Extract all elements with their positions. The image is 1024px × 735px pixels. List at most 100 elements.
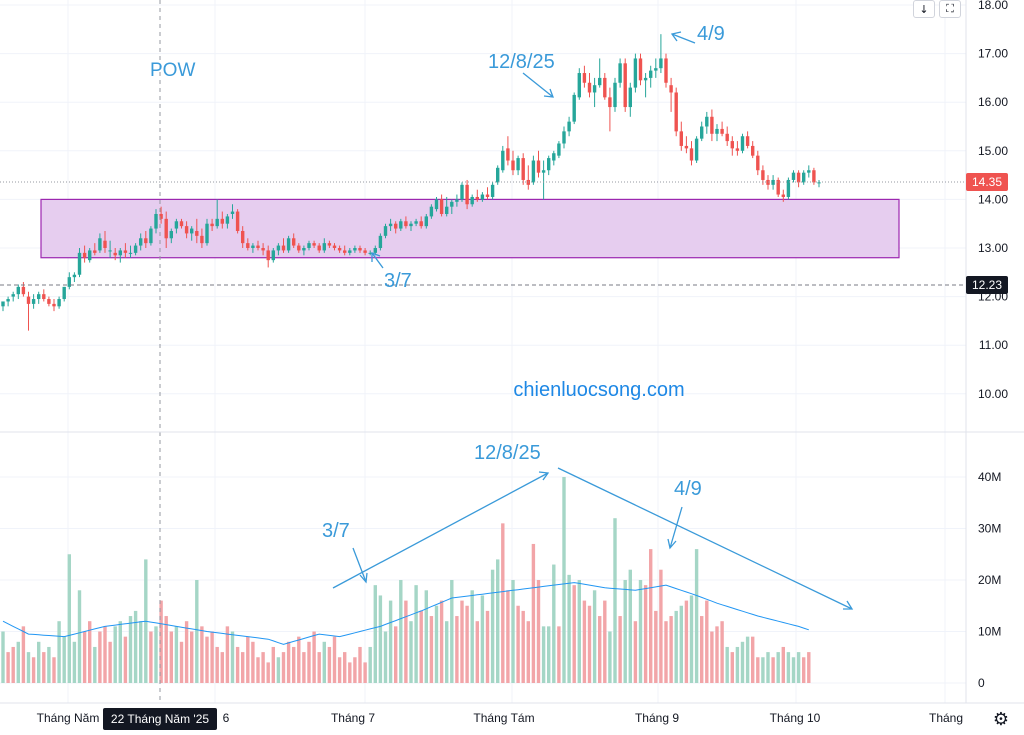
volume-bar — [388, 600, 393, 683]
candle — [643, 73, 648, 98]
symbol-label: POW — [150, 60, 195, 81]
candle-body — [337, 248, 342, 251]
candle — [230, 204, 235, 219]
candle — [598, 58, 602, 88]
candle — [292, 233, 296, 248]
volume-bar — [210, 631, 214, 683]
candle-body — [388, 223, 393, 227]
candle-body — [62, 286, 66, 300]
candle — [322, 238, 326, 253]
volume-bar — [684, 600, 689, 683]
candle-body — [159, 213, 163, 219]
candle — [735, 141, 740, 156]
candle — [536, 150, 541, 178]
candle — [771, 175, 775, 190]
candle — [587, 73, 592, 98]
candle — [72, 272, 77, 283]
candle — [552, 150, 556, 166]
volume-bar — [715, 626, 719, 683]
volume-bar — [751, 636, 755, 683]
volume-bar — [414, 585, 418, 683]
download-icon[interactable]: ↓ — [913, 0, 935, 18]
candle — [541, 160, 546, 200]
candle-body — [470, 196, 474, 205]
volume-bar — [363, 662, 367, 683]
candle — [628, 82, 632, 117]
volume-bar — [577, 580, 581, 683]
candle-body — [11, 294, 15, 297]
candle — [547, 155, 551, 176]
candle-body — [246, 243, 250, 248]
fullscreen-icon[interactable]: ⛶ — [939, 0, 961, 18]
candle — [42, 289, 46, 302]
candle — [149, 226, 153, 246]
candle-body — [694, 138, 699, 161]
price-tick-label: 18.00 — [978, 0, 1008, 12]
candle — [618, 58, 622, 88]
candle-body — [72, 274, 77, 278]
annotation-arrows — [332, 31, 854, 610]
volume-bar — [694, 549, 699, 683]
volume-bar — [521, 610, 525, 683]
volume-bar — [266, 662, 270, 683]
volume-bar — [710, 631, 714, 683]
candle-body — [353, 248, 357, 251]
volume-bar — [179, 641, 184, 683]
candle — [700, 121, 704, 142]
candle — [297, 243, 301, 253]
volume-bar — [424, 590, 428, 683]
candle-body — [465, 184, 469, 205]
candle-body — [700, 126, 704, 139]
candle-body — [57, 299, 61, 307]
candle-body — [220, 218, 224, 224]
candle — [154, 209, 158, 234]
reference-price-label: 12.23 — [966, 276, 1008, 294]
candle-body — [562, 131, 566, 144]
volume-bar — [235, 646, 240, 683]
volume-annotation-12-8-25: 12/8/25 — [474, 442, 541, 464]
candle — [429, 204, 434, 219]
candle-body — [286, 238, 291, 251]
time-tick-label: Tháng 10 — [770, 711, 821, 725]
candle — [562, 126, 566, 149]
candle — [225, 213, 230, 229]
candle — [348, 248, 352, 256]
candle — [817, 179, 821, 188]
candle — [62, 286, 66, 302]
volume-bar — [169, 631, 173, 683]
candle — [241, 226, 245, 248]
volume-bar — [368, 646, 372, 683]
candle-body — [761, 170, 765, 180]
candle — [220, 211, 224, 229]
candle — [394, 221, 398, 234]
candle-body — [608, 97, 612, 108]
candle-body — [1, 301, 5, 307]
volume-bar — [251, 641, 255, 683]
settings-gear-icon[interactable]: ⚙ — [992, 708, 1010, 730]
volume-bar — [771, 657, 775, 683]
volume-tick-label: 30M — [978, 522, 1001, 536]
time-axis[interactable]: Tháng Năm 6 Tháng 7 Tháng Tám Tháng 9 Tháng 1… — [37, 711, 963, 725]
candle — [521, 153, 525, 185]
volume-bar — [802, 657, 806, 683]
volume-ma-line — [2, 582, 809, 645]
price-axis[interactable]: 10.0011.0012.0013.0014.0015.0016.0017.00… — [978, 0, 1008, 401]
volume-ma-polyline — [2, 582, 809, 645]
candle — [133, 243, 138, 256]
time-tick-label: 6 — [223, 711, 230, 725]
volume-bar — [439, 600, 444, 683]
candle — [592, 77, 597, 108]
volume-bar — [286, 641, 291, 683]
candle-body — [205, 223, 209, 244]
support-zone-rect — [40, 198, 900, 259]
candle — [531, 155, 536, 185]
volume-bar — [261, 652, 265, 683]
candle — [103, 230, 107, 253]
candle-body — [664, 58, 668, 83]
candle-body — [67, 277, 71, 287]
candle-body — [26, 296, 31, 304]
candle — [807, 165, 811, 178]
candle — [756, 150, 760, 176]
candle-body — [215, 218, 219, 227]
